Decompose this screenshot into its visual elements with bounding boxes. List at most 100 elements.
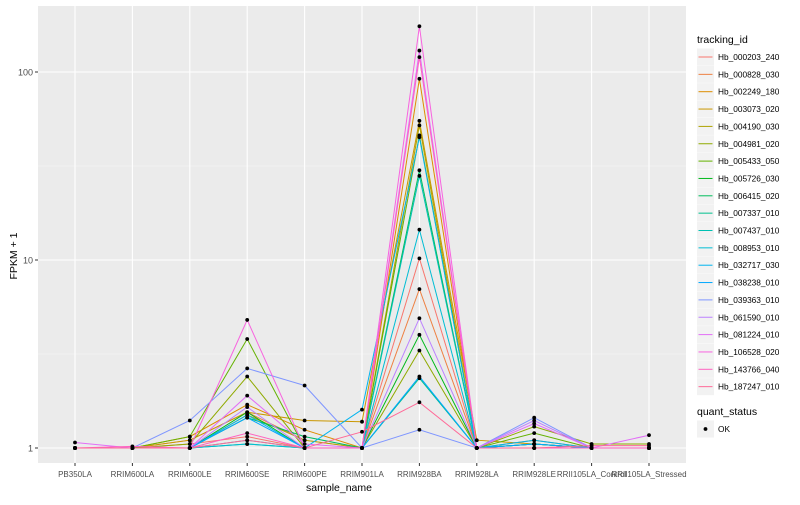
legend-item: Hb_005726_030 <box>697 169 780 187</box>
data-point <box>73 446 77 450</box>
data-point <box>245 410 250 415</box>
data-point <box>245 434 250 439</box>
data-point <box>417 24 422 29</box>
legend: tracking_id Hb_000203_240 Hb_000828_030 Hb… <box>697 34 780 438</box>
data-point <box>532 415 537 420</box>
legend-item: Hb_039363_010 <box>697 291 780 309</box>
data-point <box>360 429 364 434</box>
data-point <box>532 421 537 426</box>
legend-item: Hb_000828_030 <box>697 65 780 83</box>
data-point <box>532 442 537 446</box>
data-point <box>245 318 250 322</box>
legend-item: Hb_005433_050 <box>697 152 780 170</box>
data-point <box>302 446 307 450</box>
data-point <box>187 418 192 423</box>
x-axis-title: sample_name <box>306 482 372 494</box>
legend-label: Hb_061590_010 <box>718 312 780 322</box>
y-tick-label: 100 <box>18 68 33 78</box>
legend-item: Hb_007437_010 <box>697 222 780 239</box>
legend-item: Hb_061590_010 <box>697 308 780 326</box>
legend-label: Hb_032717_030 <box>718 260 780 270</box>
data-point <box>589 443 594 448</box>
x-tick-label: RRIM928BA <box>397 470 442 479</box>
data-point <box>245 415 250 420</box>
legend-label: Hb_143766_040 <box>718 364 780 374</box>
legend-item: Hb_004981_020 <box>697 135 780 153</box>
x-tick-label: RRIM928LE <box>512 470 556 479</box>
data-point <box>417 168 422 173</box>
x-tick-label: RRIM600LE <box>168 470 212 479</box>
x-tick-label: RRIM600LA <box>111 470 155 479</box>
data-point <box>532 438 537 443</box>
data-point <box>245 393 250 398</box>
data-point <box>417 76 422 81</box>
legend2-item: OK <box>697 420 730 438</box>
legend-label: Hb_000828_030 <box>718 69 780 79</box>
data-point <box>474 438 479 443</box>
data-point <box>302 427 307 432</box>
legend-title: tracking_id <box>697 34 748 46</box>
data-point <box>417 55 422 60</box>
legend-item: Hb_002249_180 <box>697 83 780 101</box>
data-point <box>532 424 537 429</box>
legend-item: Hb_004190_030 <box>697 117 780 135</box>
x-tick-label: RRIM928LA <box>455 470 499 479</box>
legend-item: Hb_187247_010 <box>697 378 780 396</box>
x-axis: PB350LA RRIM600LA RRIM600LE RRIM600SE RRIM60… <box>58 463 687 479</box>
data-point <box>417 118 422 123</box>
data-point <box>532 431 537 436</box>
data-point <box>647 433 651 438</box>
legend-label: Hb_081224_010 <box>718 330 780 340</box>
legend-label: Hb_007437_010 <box>718 226 780 236</box>
data-point <box>417 400 422 405</box>
legend-label: Hb_007337_010 <box>718 208 780 218</box>
data-point <box>417 227 422 232</box>
legend-item: Hb_143766_040 <box>697 360 780 378</box>
data-point <box>245 366 250 371</box>
legend-item: Hb_007337_010 <box>697 204 780 222</box>
legend-label: Hb_038238_010 <box>718 278 780 288</box>
x-tick-label: RRII105LA_Stressed <box>611 470 686 479</box>
data-point <box>474 446 479 450</box>
data-point <box>187 442 192 446</box>
legend-label: Hb_006415_020 <box>718 191 780 201</box>
legend-item: Hb_106528_020 <box>697 343 780 361</box>
grid <box>38 6 686 463</box>
legend-item: Hb_003073_020 <box>697 100 780 118</box>
data-point <box>245 442 250 446</box>
y-tick-label: 1 <box>28 444 33 454</box>
data-point <box>302 383 307 388</box>
data-point <box>532 418 537 423</box>
data-point <box>360 419 364 424</box>
legend-label: Hb_039363_010 <box>718 295 780 305</box>
data-point <box>302 438 307 443</box>
data-point <box>302 418 307 423</box>
legend2-items: OK <box>697 420 730 438</box>
legend-label: Hb_187247_010 <box>718 382 780 392</box>
legend-label: Hb_002249_180 <box>718 87 780 97</box>
legend-label: Hb_008953_010 <box>718 243 780 253</box>
data-point <box>187 446 192 450</box>
data-point <box>245 438 250 443</box>
legend-item: Hb_038238_010 <box>697 274 780 292</box>
legend-label: Hb_004190_030 <box>718 121 780 131</box>
data-point <box>417 123 422 128</box>
data-point <box>245 431 250 436</box>
legend-label: Hb_004981_020 <box>718 139 780 149</box>
data-point <box>73 440 77 445</box>
data-point <box>187 434 192 439</box>
legend-item: Hb_006415_020 <box>697 187 780 205</box>
data-point <box>647 443 651 448</box>
legend2-label: OK <box>718 424 730 434</box>
data-point <box>302 442 307 446</box>
data-point <box>302 434 307 439</box>
data-point <box>417 174 422 178</box>
data-point <box>532 446 537 450</box>
legend-label: Hb_000203_240 <box>718 52 780 62</box>
data-point <box>417 316 422 321</box>
legend2-key-point <box>703 427 708 431</box>
legend-item: Hb_081224_010 <box>697 326 780 344</box>
data-point <box>245 374 250 379</box>
data-point <box>360 407 364 412</box>
